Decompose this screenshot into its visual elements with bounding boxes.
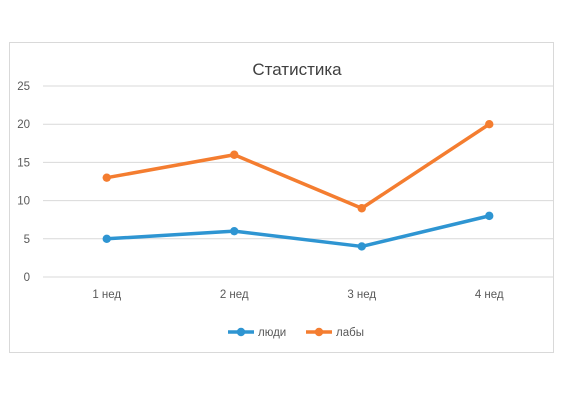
- chart-title: Статистика: [252, 60, 342, 79]
- series-1: [102, 211, 494, 251]
- data-point: [357, 204, 366, 213]
- data-point: [230, 150, 239, 159]
- legend-label: люди: [258, 327, 286, 339]
- y-tick-label: 10: [17, 196, 30, 208]
- data-point: [485, 120, 494, 129]
- y-axis-ticks: 0 5 10 15 20 25: [17, 81, 30, 284]
- x-tick-label: 3 нед: [347, 289, 376, 301]
- legend-item: люди: [228, 327, 286, 339]
- x-axis-ticks: 1 нед 2 нед 3 нед 4 нед: [92, 289, 504, 301]
- series-group: [102, 120, 494, 251]
- legend-label: лабы: [336, 327, 364, 339]
- legend-item: лабы: [306, 327, 364, 339]
- y-tick-label: 5: [24, 234, 30, 246]
- data-point: [485, 211, 494, 221]
- data-point: [230, 226, 239, 236]
- chart-frame: [9, 42, 554, 353]
- y-tick-label: 0: [24, 272, 30, 284]
- data-point: [357, 242, 366, 251]
- y-tick-label: 25: [17, 81, 30, 93]
- legend-marker: [314, 327, 324, 337]
- y-tick-label: 20: [17, 119, 30, 131]
- x-tick-label: 1 нед: [92, 289, 121, 301]
- series-line: [105, 122, 491, 210]
- x-tick-label: 2 нед: [220, 289, 249, 301]
- data-point: [102, 234, 111, 243]
- legend-marker: [236, 327, 246, 337]
- x-tick-label: 4 нед: [475, 289, 504, 301]
- series-line: [105, 214, 491, 249]
- y-tick-label: 15: [17, 157, 30, 169]
- series-2: [102, 120, 494, 213]
- data-point: [102, 173, 111, 182]
- legend: люди лабы: [228, 327, 364, 339]
